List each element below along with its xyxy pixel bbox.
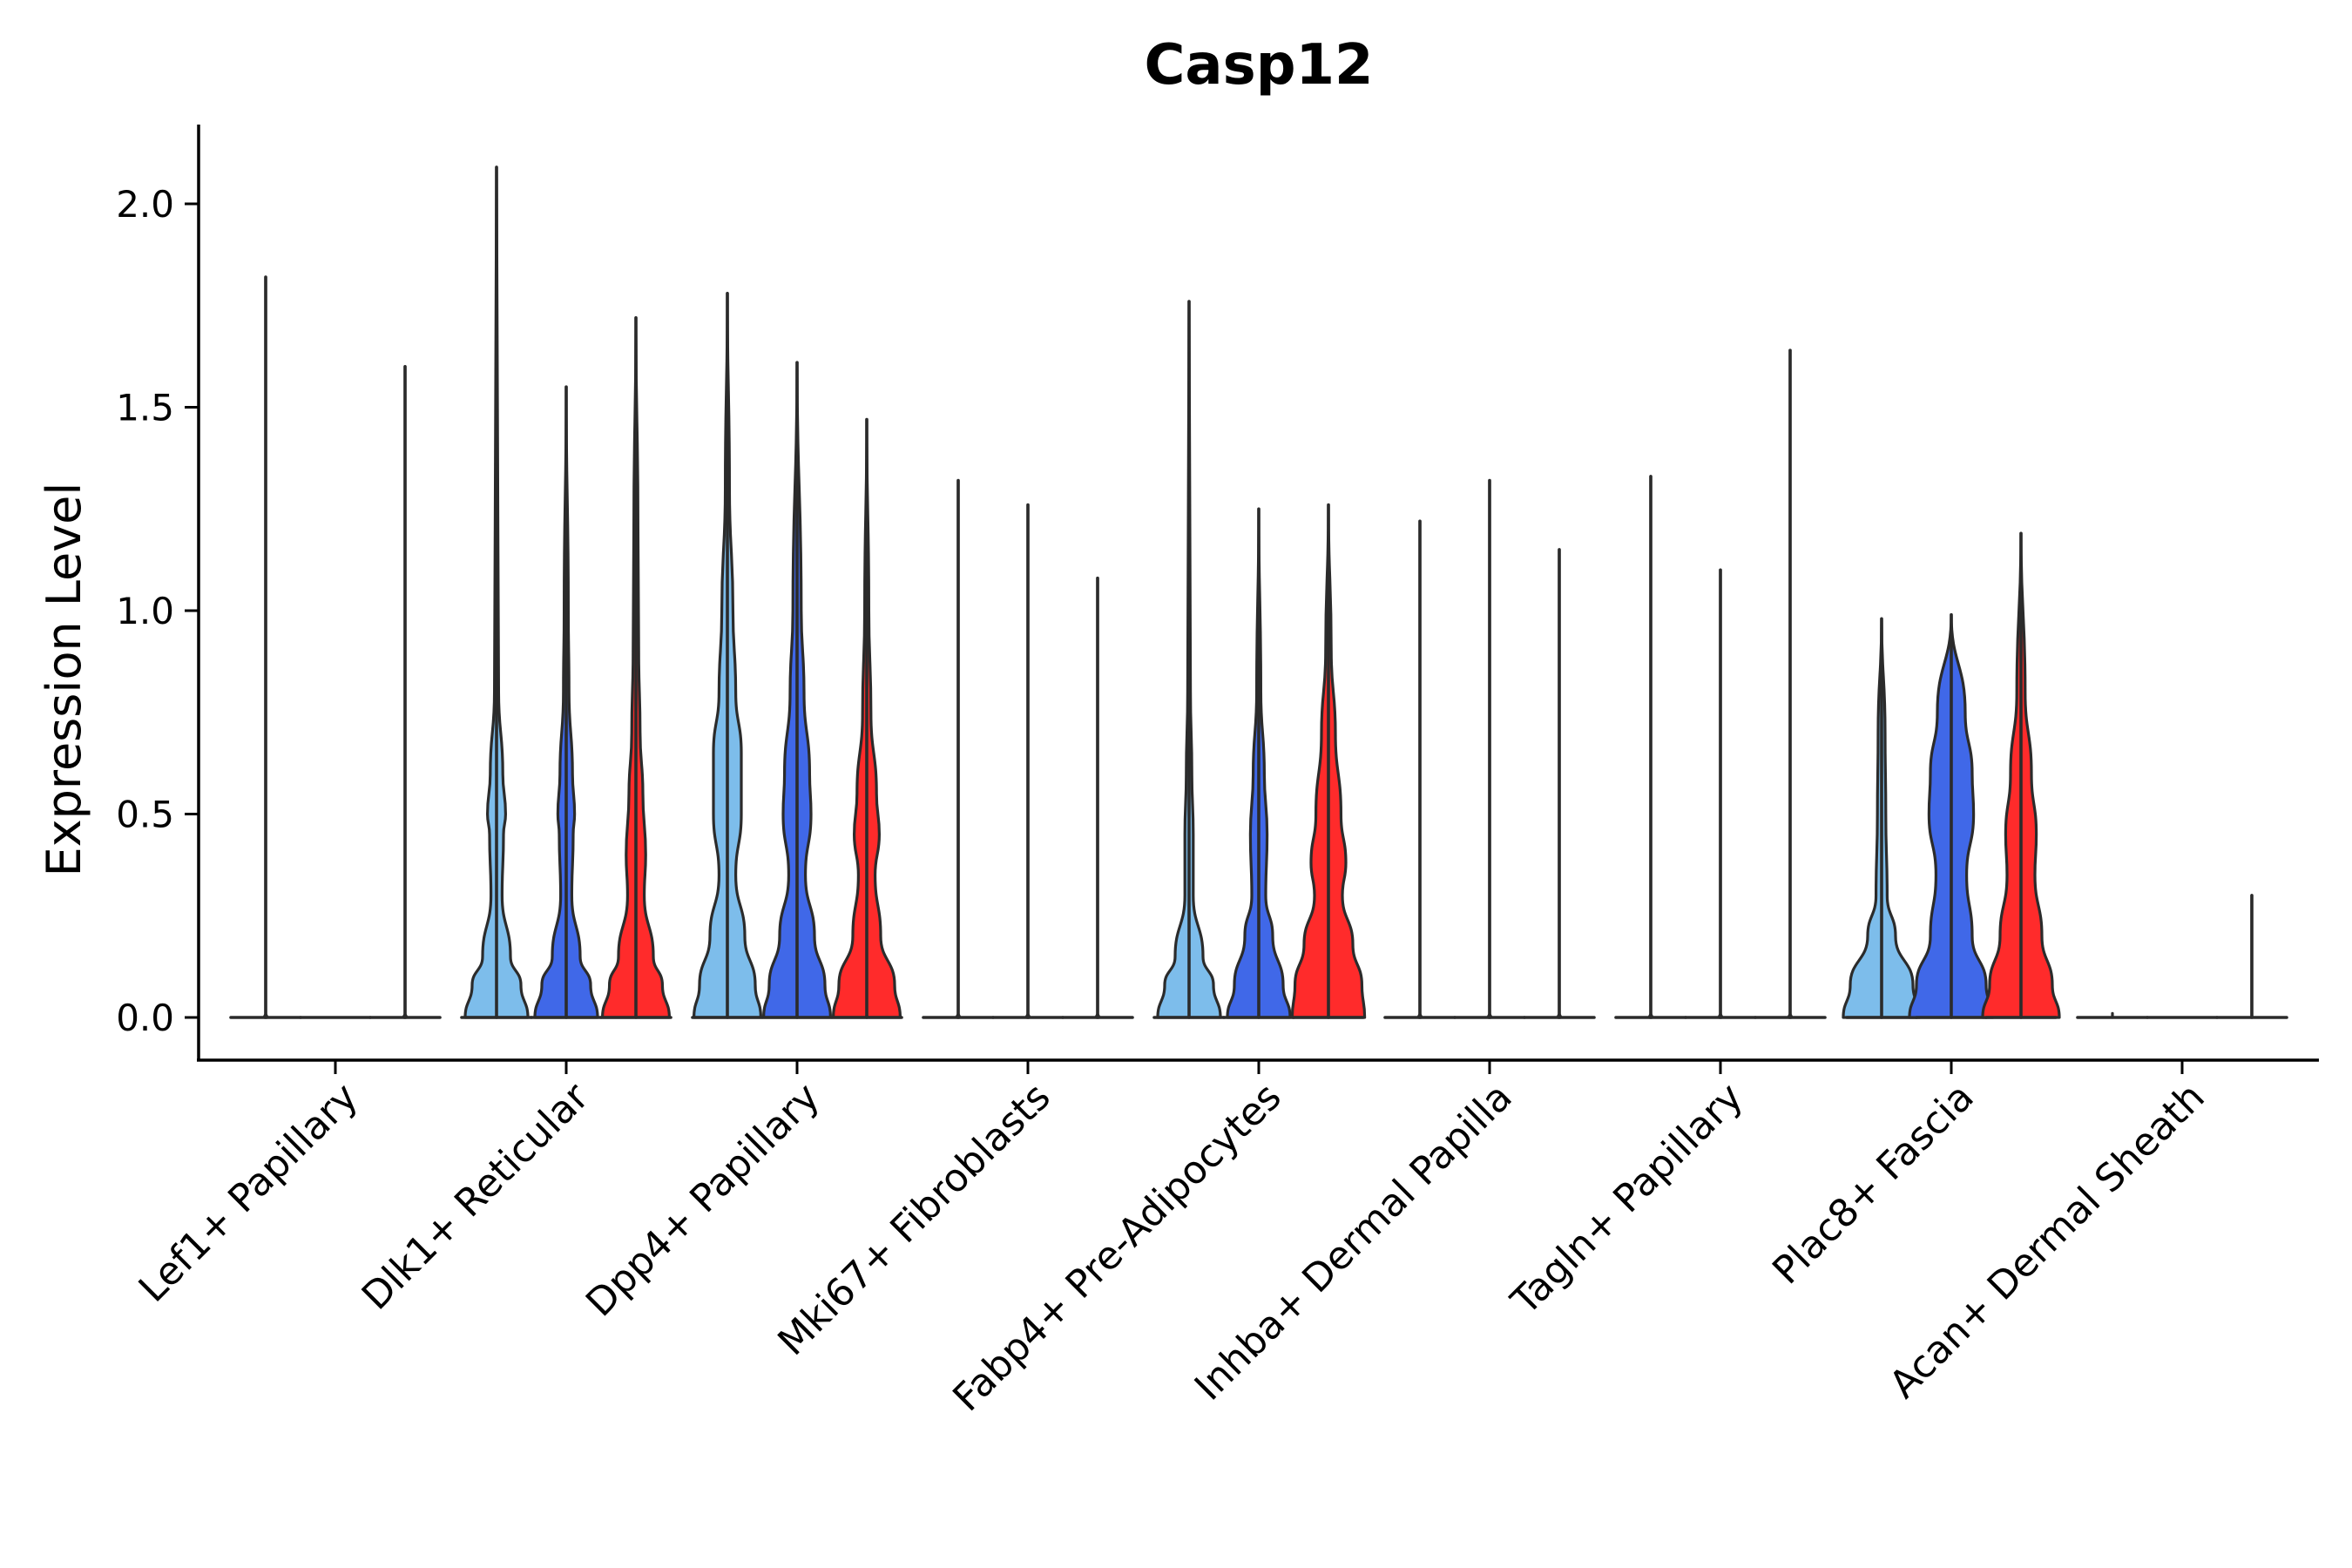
- y-axis-label: Expression Level: [37, 483, 91, 877]
- x-tick-label: Dpp4+ Papillary: [578, 1075, 828, 1326]
- x-tick-label: Lef1+ Papillary: [131, 1075, 367, 1311]
- x-tick-label: Tagln+ Papillary: [1503, 1075, 1752, 1324]
- y-tick-label: 1.0: [116, 590, 174, 632]
- y-tick-label: 0.5: [116, 794, 174, 836]
- chart-title: Casp12: [1144, 33, 1373, 98]
- y-tick-label: 0.0: [116, 997, 174, 1039]
- y-tick-label: 2.0: [116, 183, 174, 226]
- plot-area: [229, 166, 2288, 1019]
- x-tick-label: Dlk1+ Reticular: [354, 1074, 598, 1319]
- x-tick-label: Plac8+ Fascia: [1764, 1075, 1983, 1294]
- y-tick-label: 1.5: [116, 387, 174, 429]
- y-ticks: 0.0 0.5 1.0 1.5 2.0: [116, 183, 199, 1039]
